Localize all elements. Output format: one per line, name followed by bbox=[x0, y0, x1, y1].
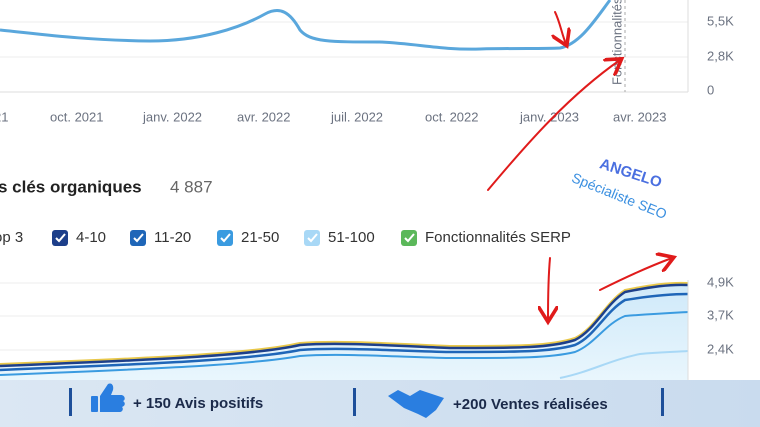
y-tick-label: 0 bbox=[707, 82, 714, 97]
keyword-count: 4 887 bbox=[170, 177, 213, 196]
y-tick-label: 2,4K bbox=[707, 341, 734, 356]
legend-label: op 3 bbox=[0, 229, 23, 246]
x-tick-label: 21 bbox=[0, 109, 8, 124]
traffic-line bbox=[0, 0, 612, 51]
legend-label: 11-20 bbox=[154, 229, 191, 246]
y-tick-label: 4,9K bbox=[707, 274, 734, 289]
x-tick-label: janv. 2022 bbox=[142, 109, 202, 124]
separator bbox=[661, 388, 664, 416]
y-tick-label: 5,5K bbox=[707, 13, 734, 28]
area bbox=[0, 284, 688, 380]
legend-checkbox[interactable] bbox=[130, 230, 146, 246]
legend-checkbox[interactable] bbox=[52, 230, 68, 246]
x-tick-label: avr. 2023 bbox=[613, 109, 667, 124]
thumbs-up-icon bbox=[91, 383, 125, 412]
series-line bbox=[0, 292, 689, 372]
legend-label: 4-10 bbox=[76, 229, 106, 246]
legend: op 3 4-10 11-20 21-50 51-100 Fonctionnal… bbox=[0, 229, 571, 246]
annotations: ANGELO Spécialiste SEO bbox=[487, 11, 672, 320]
x-tick-label: avr. 2022 bbox=[237, 109, 291, 124]
red-arrows bbox=[487, 11, 672, 320]
separator bbox=[353, 388, 356, 416]
y-tick-label: 3,7K bbox=[707, 307, 734, 322]
x-tick-label: oct. 2021 bbox=[50, 109, 104, 124]
banner-text: + 150 Avis positifs bbox=[133, 395, 263, 412]
legend-checkbox[interactable] bbox=[304, 230, 320, 246]
legend-checkbox[interactable] bbox=[217, 230, 233, 246]
series-line bbox=[0, 311, 689, 376]
banner-text: +200 Ventes réalisées bbox=[453, 396, 608, 413]
series-line bbox=[0, 283, 689, 368]
banner-bg bbox=[0, 380, 760, 427]
marker-label: Fonctionnalités bbox=[609, 0, 624, 85]
banner: + 150 Avis positifs +200 Ventes réalisée… bbox=[0, 380, 760, 427]
handshake-icon bbox=[388, 390, 444, 418]
x-tick-label: janv. 2023 bbox=[519, 109, 579, 124]
legend-checkbox[interactable] bbox=[401, 230, 417, 246]
legend-label: 51-100 bbox=[328, 229, 375, 246]
checkmarks bbox=[55, 233, 415, 243]
y-tick-label: 2,8K bbox=[707, 48, 734, 63]
separator bbox=[69, 388, 72, 416]
x-tick-label: juil. 2022 bbox=[330, 109, 383, 124]
legend-label: 21-50 bbox=[241, 229, 279, 246]
legend-label: Fonctionnalités SERP bbox=[425, 229, 571, 246]
bottom-chart: 4,9K 3,7K 2,4K bbox=[0, 274, 734, 380]
series-line bbox=[559, 350, 689, 379]
top-chart: Fonctionnalités 21 oct. 2021 janv. 2022 … bbox=[0, 0, 734, 124]
x-tick-label: oct. 2022 bbox=[425, 109, 479, 124]
series-line bbox=[0, 281, 689, 365]
section-title: s clés organiques bbox=[0, 177, 142, 196]
